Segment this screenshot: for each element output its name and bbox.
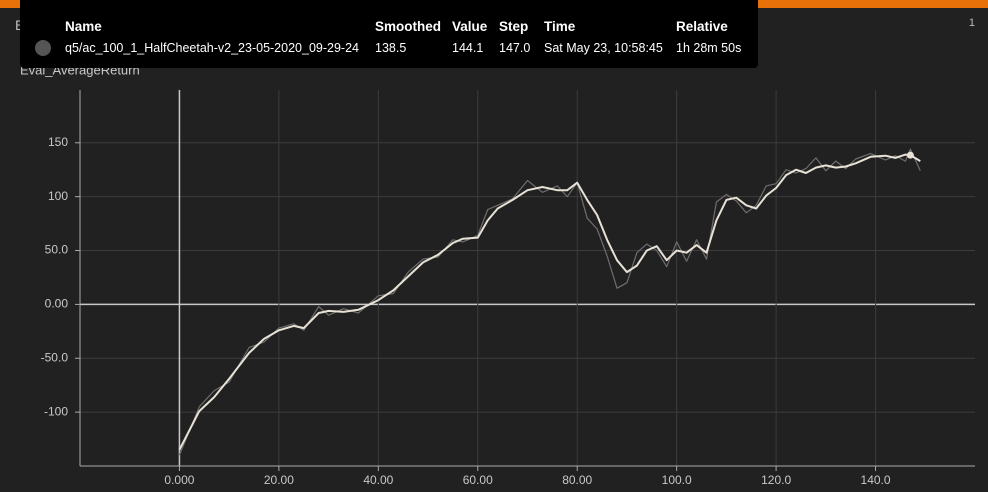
x-tick-label: 100.0 (662, 473, 692, 487)
x-tick-label: 0.000 (164, 473, 194, 487)
series-swatch (35, 40, 51, 56)
col-header: Smoothed (375, 19, 441, 34)
cell: 147.0 (499, 41, 531, 55)
series-line (178, 148, 921, 456)
y-tick-label: 50.0 (45, 243, 69, 257)
cell: 1h 28m 50s (676, 41, 742, 55)
x-tick-label: 120.0 (761, 473, 791, 487)
col-header: Time (544, 19, 576, 34)
cell: Sat May 23, 10:58:45 (544, 41, 663, 55)
cell: 138.5 (375, 41, 407, 55)
x-tick-label: 140.0 (861, 473, 891, 487)
y-tick-label: -50.0 (41, 350, 69, 364)
y-tick-label: -100 (44, 404, 68, 418)
x-tick-label: 80.00 (562, 473, 592, 487)
y-tick-label: 100 (48, 189, 68, 203)
y-tick-label: 150 (48, 135, 68, 149)
x-tick-label: 40.00 (363, 473, 393, 487)
cell: q5/ac_100_1_HalfCheetah-v2_23-05-2020_09… (65, 41, 359, 55)
cell: 144.1 (452, 41, 484, 55)
x-tick-label: 60.00 (463, 473, 493, 487)
highlight-point (906, 151, 914, 159)
series-line (178, 153, 921, 451)
col-header: Value (452, 19, 488, 34)
col-header: Name (65, 19, 102, 34)
col-header: Step (499, 19, 529, 34)
x-tick-label: 20.00 (264, 473, 294, 487)
badge: 1 (968, 17, 975, 29)
col-header: Relative (676, 19, 728, 34)
y-tick-label: 0.00 (45, 297, 69, 311)
tooltip: Name Smoothed Value Step Time Relative q… (20, 0, 758, 68)
